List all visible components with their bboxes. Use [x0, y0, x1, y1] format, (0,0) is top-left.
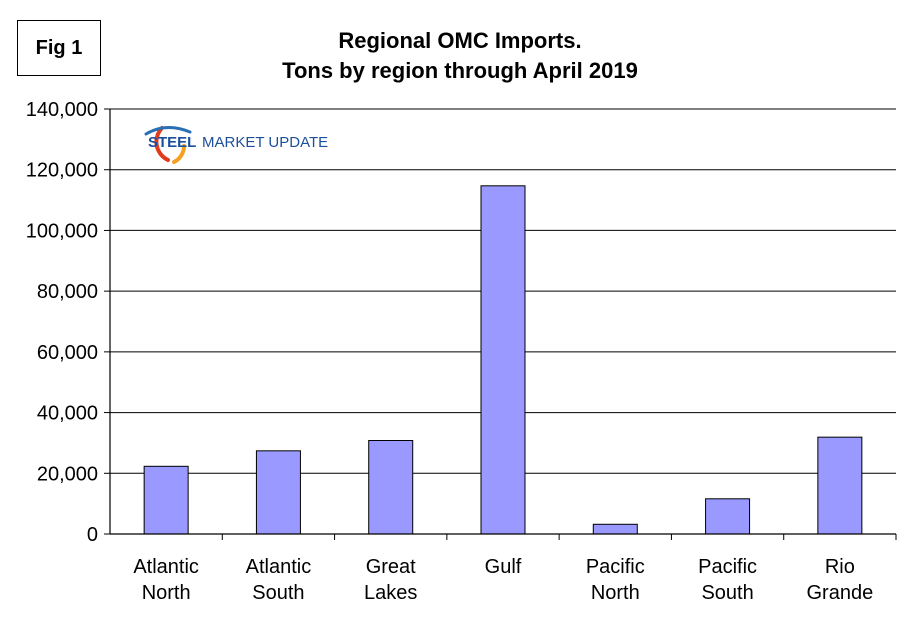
y-tick-label: 60,000 [37, 342, 98, 364]
steel-market-update-logo: STEEL MARKET UPDATE [144, 126, 328, 164]
x-tick-label: North [591, 582, 640, 604]
logo-swoosh-red [154, 126, 170, 162]
y-tick-label: 40,000 [37, 403, 98, 425]
figure-label: Fig 1 [17, 20, 101, 76]
y-tick-labels: 0 20,000 40,000 60,000 80,000 100,000 120,000 1… [26, 99, 98, 546]
chart-subtitle: Tons by region through April 2019 [282, 58, 638, 83]
chart-title-block: Regional OMC Imports. Tons by region thr… [200, 26, 720, 86]
bar [817, 436, 863, 535]
x-tick-label: Rio [825, 556, 855, 578]
x-tick-label: Pacific [698, 556, 757, 578]
x-tick-label: Lakes [364, 582, 417, 604]
axes [104, 108, 897, 540]
x-tick-label: Atlantic [133, 556, 199, 578]
y-tick-label: 100,000 [26, 220, 98, 242]
x-tick-label: Gulf [485, 556, 522, 578]
x-tick-label: Grande [806, 582, 873, 604]
logo-swoosh-orange [172, 144, 186, 164]
bar [255, 450, 301, 535]
x-tick-label: Atlantic [246, 556, 312, 578]
x-tick-label: South [701, 582, 753, 604]
x-tick-labels: Atlantic North Atlantic South Great Lakes Gulf… [133, 556, 873, 604]
y-tick-label: 80,000 [37, 281, 98, 303]
logo-swoosh-blue [144, 126, 192, 136]
logo-text-market-update: MARKET UPDATE [202, 134, 328, 151]
x-tick-label: Great [366, 556, 416, 578]
x-tick-label: Pacific [586, 556, 645, 578]
bars [143, 185, 863, 535]
bar [592, 523, 638, 535]
bar [705, 498, 751, 535]
bar [368, 440, 414, 535]
chart-title: Regional OMC Imports. [338, 28, 582, 53]
y-tick-label: 0 [87, 524, 98, 546]
y-tick-label: 140,000 [26, 99, 98, 121]
y-tick-label: 120,000 [26, 160, 98, 182]
bar [480, 185, 526, 535]
bar [143, 465, 189, 535]
y-tick-label: 20,000 [37, 463, 98, 485]
x-tick-label: South [252, 582, 304, 604]
logo-text-steel: STEEL [148, 134, 196, 151]
x-tick-label: North [142, 582, 191, 604]
